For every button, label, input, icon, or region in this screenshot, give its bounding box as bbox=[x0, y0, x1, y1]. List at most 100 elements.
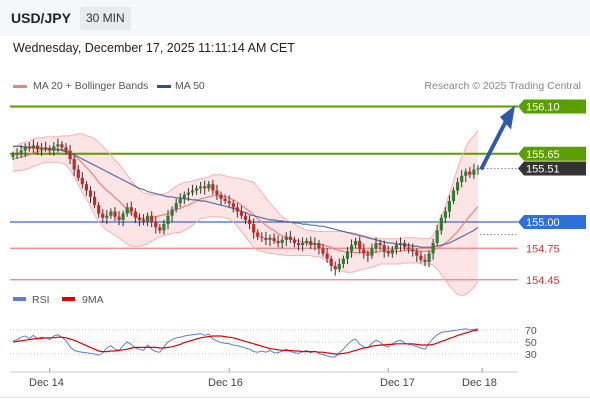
candle-body bbox=[333, 266, 337, 270]
candle-body bbox=[358, 240, 362, 250]
candle-body bbox=[125, 207, 129, 214]
top-bar: USD/JPY 30 MIN bbox=[0, 0, 590, 36]
x-label-dec14: Dec 14 bbox=[29, 377, 64, 389]
symbol-label: USD/JPY bbox=[11, 10, 71, 26]
level-tag-155.51 bbox=[518, 161, 586, 176]
candle-body bbox=[288, 236, 292, 240]
candle-body bbox=[350, 245, 354, 252]
candle-body bbox=[15, 152, 19, 155]
candle-body bbox=[207, 184, 211, 189]
candle-body bbox=[60, 144, 64, 148]
candle-body bbox=[386, 251, 390, 254]
rsi-tick-70: 70 bbox=[525, 325, 537, 337]
candle-body bbox=[337, 264, 341, 270]
x-label-dec18: Dec 18 bbox=[462, 377, 497, 389]
x-label-dec16: Dec 16 bbox=[208, 377, 243, 389]
level-tag-155.00 bbox=[518, 215, 586, 229]
candle-body bbox=[133, 211, 137, 218]
x-label-dec17: Dec 17 bbox=[380, 377, 415, 389]
candle-body bbox=[68, 150, 72, 159]
rsi-ma-legend-swatch bbox=[62, 297, 75, 301]
candle-body bbox=[31, 145, 35, 149]
candle-body bbox=[435, 230, 439, 243]
candle-body bbox=[252, 224, 256, 233]
candle-body bbox=[72, 159, 76, 170]
candle-body bbox=[178, 198, 182, 204]
candle-body bbox=[97, 205, 101, 214]
candle-body bbox=[158, 227, 162, 231]
candle-body bbox=[451, 190, 456, 201]
candle-body bbox=[154, 222, 158, 228]
candle-body bbox=[219, 194, 223, 199]
datetime-label: Wednesday, December 17, 2025 11:11:14 AM… bbox=[13, 41, 295, 55]
candle-body bbox=[56, 144, 60, 147]
candle-body bbox=[239, 211, 243, 216]
candle-body bbox=[44, 147, 48, 149]
candle-body bbox=[93, 196, 97, 206]
candle-body bbox=[195, 188, 199, 191]
candle-body bbox=[256, 232, 260, 237]
candle-body bbox=[129, 207, 133, 212]
candle-body bbox=[354, 240, 358, 246]
candle-body bbox=[264, 237, 268, 240]
candle-body bbox=[48, 148, 52, 151]
candle-body bbox=[80, 177, 84, 185]
credit-label: Research © 2025 Trading Central bbox=[424, 80, 581, 92]
candle-body bbox=[309, 240, 313, 246]
bottom-rule bbox=[0, 397, 590, 398]
candle-body bbox=[223, 198, 227, 201]
candle-body bbox=[203, 186, 207, 189]
rsi-legend-swatch bbox=[13, 297, 26, 301]
rsi-ma-legend-label: 9MA bbox=[82, 294, 104, 306]
candle-body bbox=[166, 215, 170, 225]
candle-body bbox=[382, 245, 386, 252]
candle-body bbox=[76, 169, 80, 178]
candle-body bbox=[248, 219, 252, 225]
candle-body bbox=[390, 249, 394, 254]
candle-body bbox=[341, 258, 345, 264]
candle-body bbox=[146, 215, 150, 222]
level-label-155.65: 155.65 bbox=[526, 149, 560, 161]
candle-body bbox=[276, 240, 280, 243]
candle-body bbox=[170, 209, 174, 216]
candle-body bbox=[35, 145, 40, 150]
forecast-arrow-shaft bbox=[479, 118, 509, 171]
candle-body bbox=[23, 146, 27, 151]
candle-body bbox=[411, 249, 415, 252]
candle-body bbox=[370, 248, 374, 256]
candle-body bbox=[162, 224, 166, 231]
candle-body bbox=[313, 243, 317, 246]
level-label-155.00: 155.00 bbox=[526, 217, 560, 229]
candle-body bbox=[27, 146, 31, 149]
candle-body bbox=[186, 192, 190, 195]
candle-body bbox=[117, 216, 121, 220]
level-label-155.51: 155.51 bbox=[526, 163, 560, 175]
candle-body bbox=[190, 190, 195, 193]
candle-body bbox=[325, 253, 329, 259]
candle-body bbox=[419, 255, 423, 260]
timeframe-badge[interactable]: 30 MIN bbox=[80, 7, 131, 30]
level-label-154.45: 154.45 bbox=[526, 275, 560, 287]
candle-body bbox=[105, 215, 109, 218]
candle-body bbox=[394, 245, 398, 250]
candle-body bbox=[52, 146, 56, 151]
candle-body bbox=[460, 175, 464, 183]
rsi-legend-label: RSI bbox=[32, 294, 50, 306]
candle-body bbox=[403, 243, 407, 248]
candle-body bbox=[468, 171, 472, 175]
candle-body bbox=[362, 249, 366, 254]
candle-body bbox=[174, 203, 178, 210]
candle-body bbox=[284, 236, 288, 240]
level-tag-155.65 bbox=[518, 146, 586, 161]
candle-body bbox=[235, 207, 239, 212]
candle-body bbox=[415, 251, 419, 256]
candle-body bbox=[199, 186, 203, 189]
rsi-line bbox=[12, 328, 479, 358]
candle-body bbox=[407, 247, 411, 250]
candle-body bbox=[280, 239, 284, 243]
candle-body bbox=[19, 150, 23, 153]
ma50-legend-label: MA 50 bbox=[175, 80, 205, 92]
candle-body bbox=[64, 147, 68, 151]
level-tag-156.10 bbox=[518, 99, 586, 114]
